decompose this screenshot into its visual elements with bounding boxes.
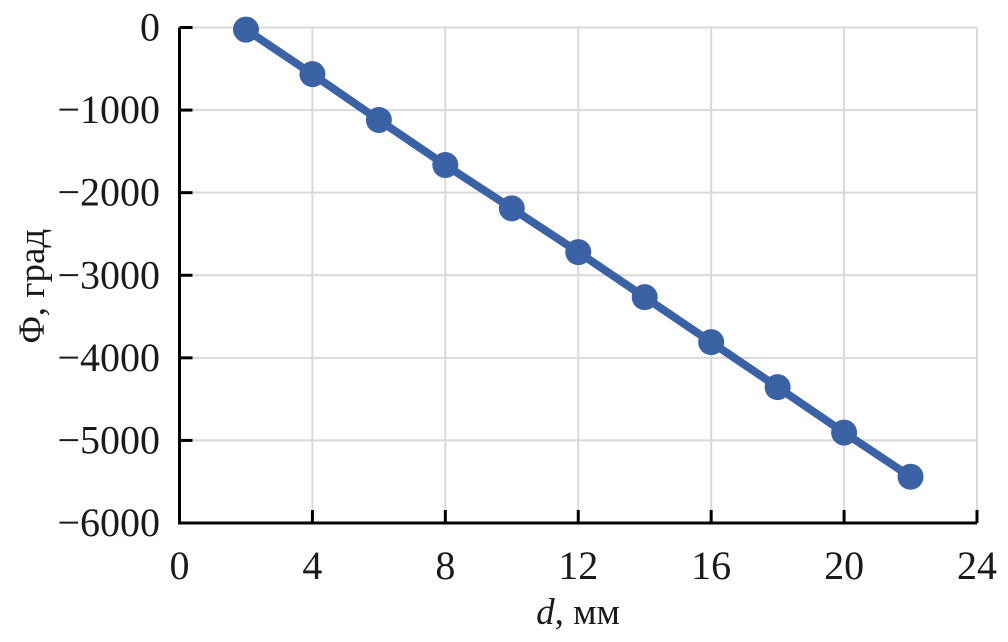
y-tick-label: −2000 [57, 170, 160, 215]
y-tick-label: 0 [140, 5, 160, 50]
data-point [831, 419, 858, 446]
x-tick-label: 20 [824, 543, 864, 588]
x-tick-label: 0 [170, 543, 190, 588]
x-tick-label: 4 [302, 543, 322, 588]
axes [178, 26, 979, 525]
data-point [498, 195, 525, 222]
y-tick-label: −4000 [57, 335, 160, 380]
data-point [232, 16, 259, 43]
x-tick-label: 12 [558, 543, 598, 588]
x-tick-label: 8 [435, 543, 455, 588]
data-point [631, 284, 658, 311]
y-tick-label: −1000 [57, 87, 160, 132]
y-tick-label: −6000 [57, 500, 160, 545]
data-point [764, 374, 791, 401]
gridlines [178, 26, 978, 524]
data-point [365, 106, 392, 133]
y-axis-title: Φ, град [12, 229, 53, 343]
data-point [565, 239, 592, 266]
x-tick-label: 24 [957, 543, 997, 588]
data-point [432, 152, 459, 179]
y-tick-label: −5000 [57, 417, 160, 462]
x-axis-unit: , мм [555, 592, 620, 633]
data-series [232, 16, 924, 490]
x-tick-label: 16 [691, 543, 731, 588]
data-point [897, 463, 924, 490]
y-tick-label: −3000 [57, 252, 160, 297]
data-point [698, 329, 725, 356]
x-axis-variable: d [536, 592, 555, 633]
x-axis-title: d, мм [536, 592, 620, 633]
data-point [299, 61, 326, 88]
